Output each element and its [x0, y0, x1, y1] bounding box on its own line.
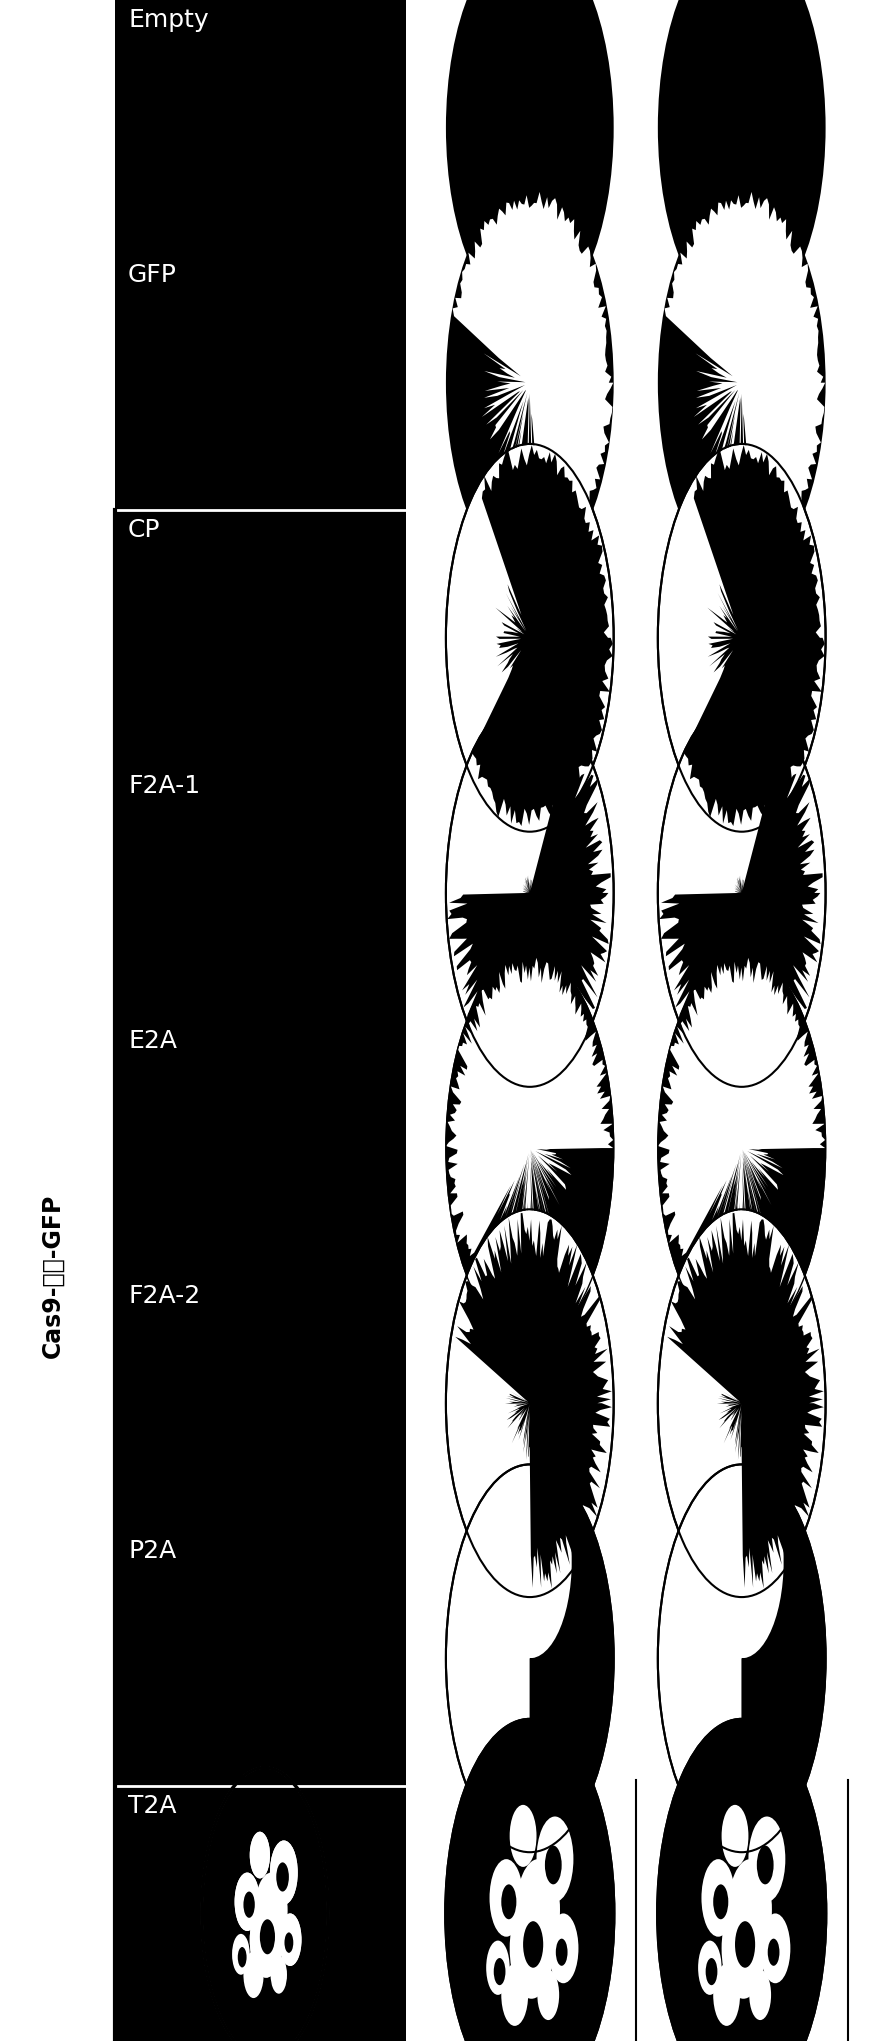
- Polygon shape: [660, 743, 823, 1078]
- Circle shape: [494, 1957, 505, 1986]
- Circle shape: [713, 1884, 728, 1919]
- Circle shape: [701, 1859, 735, 1937]
- Polygon shape: [448, 743, 611, 1078]
- Circle shape: [728, 1859, 772, 1959]
- Text: T2A: T2A: [128, 1794, 177, 1819]
- Circle shape: [446, 1465, 614, 1853]
- Bar: [115, 0, 406, 2041]
- Circle shape: [658, 188, 826, 576]
- Circle shape: [244, 1892, 255, 1919]
- Circle shape: [250, 1902, 283, 1978]
- Circle shape: [548, 1914, 578, 1984]
- Circle shape: [446, 188, 614, 576]
- Circle shape: [446, 1719, 614, 2041]
- Circle shape: [238, 1947, 246, 1968]
- Circle shape: [446, 955, 614, 1343]
- Circle shape: [658, 698, 826, 1086]
- Circle shape: [235, 1872, 260, 1931]
- Circle shape: [201, 1768, 328, 2041]
- Circle shape: [523, 1921, 543, 1968]
- Circle shape: [658, 1465, 826, 1853]
- Circle shape: [767, 1939, 780, 1965]
- Circle shape: [250, 1902, 283, 1978]
- Circle shape: [446, 698, 614, 1086]
- Circle shape: [757, 1845, 774, 1884]
- Circle shape: [279, 1914, 301, 1965]
- Polygon shape: [665, 192, 826, 569]
- Circle shape: [255, 1872, 288, 1949]
- Circle shape: [446, 0, 614, 320]
- Circle shape: [555, 1939, 568, 1965]
- Circle shape: [721, 1898, 766, 1998]
- Circle shape: [502, 1884, 517, 1919]
- Circle shape: [487, 1941, 509, 1994]
- Circle shape: [721, 1804, 749, 1868]
- Circle shape: [658, 0, 826, 320]
- Circle shape: [235, 1872, 260, 1931]
- Circle shape: [517, 1859, 560, 1959]
- Text: GFP: GFP: [128, 263, 177, 288]
- Text: Cas9-接头-GFP: Cas9-接头-GFP: [41, 1194, 65, 1357]
- Polygon shape: [472, 445, 613, 827]
- Circle shape: [270, 1841, 298, 1904]
- Circle shape: [658, 443, 826, 833]
- Text: F2A-2: F2A-2: [128, 1284, 200, 1308]
- Circle shape: [270, 1841, 298, 1904]
- Circle shape: [260, 1919, 275, 1955]
- Text: CP: CP: [128, 518, 161, 543]
- Circle shape: [538, 1970, 559, 2021]
- Text: Empty: Empty: [128, 8, 208, 33]
- Text: E2A: E2A: [128, 1029, 177, 1053]
- Circle shape: [713, 1963, 740, 2027]
- Circle shape: [750, 1970, 771, 2021]
- Circle shape: [706, 1957, 717, 1986]
- Circle shape: [276, 1861, 289, 1892]
- Circle shape: [250, 1831, 270, 1878]
- Polygon shape: [530, 1465, 614, 1853]
- Circle shape: [232, 1935, 250, 1976]
- Circle shape: [545, 1845, 562, 1884]
- Circle shape: [489, 1859, 523, 1937]
- Circle shape: [749, 1816, 785, 1902]
- Polygon shape: [453, 192, 614, 569]
- Polygon shape: [455, 1212, 612, 1588]
- Text: F2A-1: F2A-1: [128, 774, 200, 798]
- Circle shape: [244, 1951, 264, 1998]
- Polygon shape: [667, 1212, 824, 1588]
- Polygon shape: [683, 445, 825, 827]
- Circle shape: [509, 1804, 537, 1868]
- Circle shape: [284, 1933, 293, 1953]
- Circle shape: [658, 1208, 826, 1596]
- Polygon shape: [446, 957, 614, 1255]
- Polygon shape: [742, 1465, 826, 1853]
- Circle shape: [250, 1831, 270, 1878]
- Circle shape: [735, 1921, 755, 1968]
- Circle shape: [760, 1914, 790, 1984]
- Text: P2A: P2A: [128, 1539, 177, 1563]
- Circle shape: [658, 1719, 826, 2041]
- Circle shape: [502, 1963, 528, 2027]
- Circle shape: [698, 1941, 721, 1994]
- Circle shape: [658, 955, 826, 1343]
- Circle shape: [270, 1955, 287, 1994]
- Circle shape: [509, 1898, 554, 1998]
- Circle shape: [201, 1768, 328, 2041]
- Circle shape: [446, 1208, 614, 1596]
- Circle shape: [446, 443, 614, 833]
- Circle shape: [537, 1816, 573, 1902]
- Circle shape: [279, 1914, 301, 1965]
- Polygon shape: [658, 957, 826, 1255]
